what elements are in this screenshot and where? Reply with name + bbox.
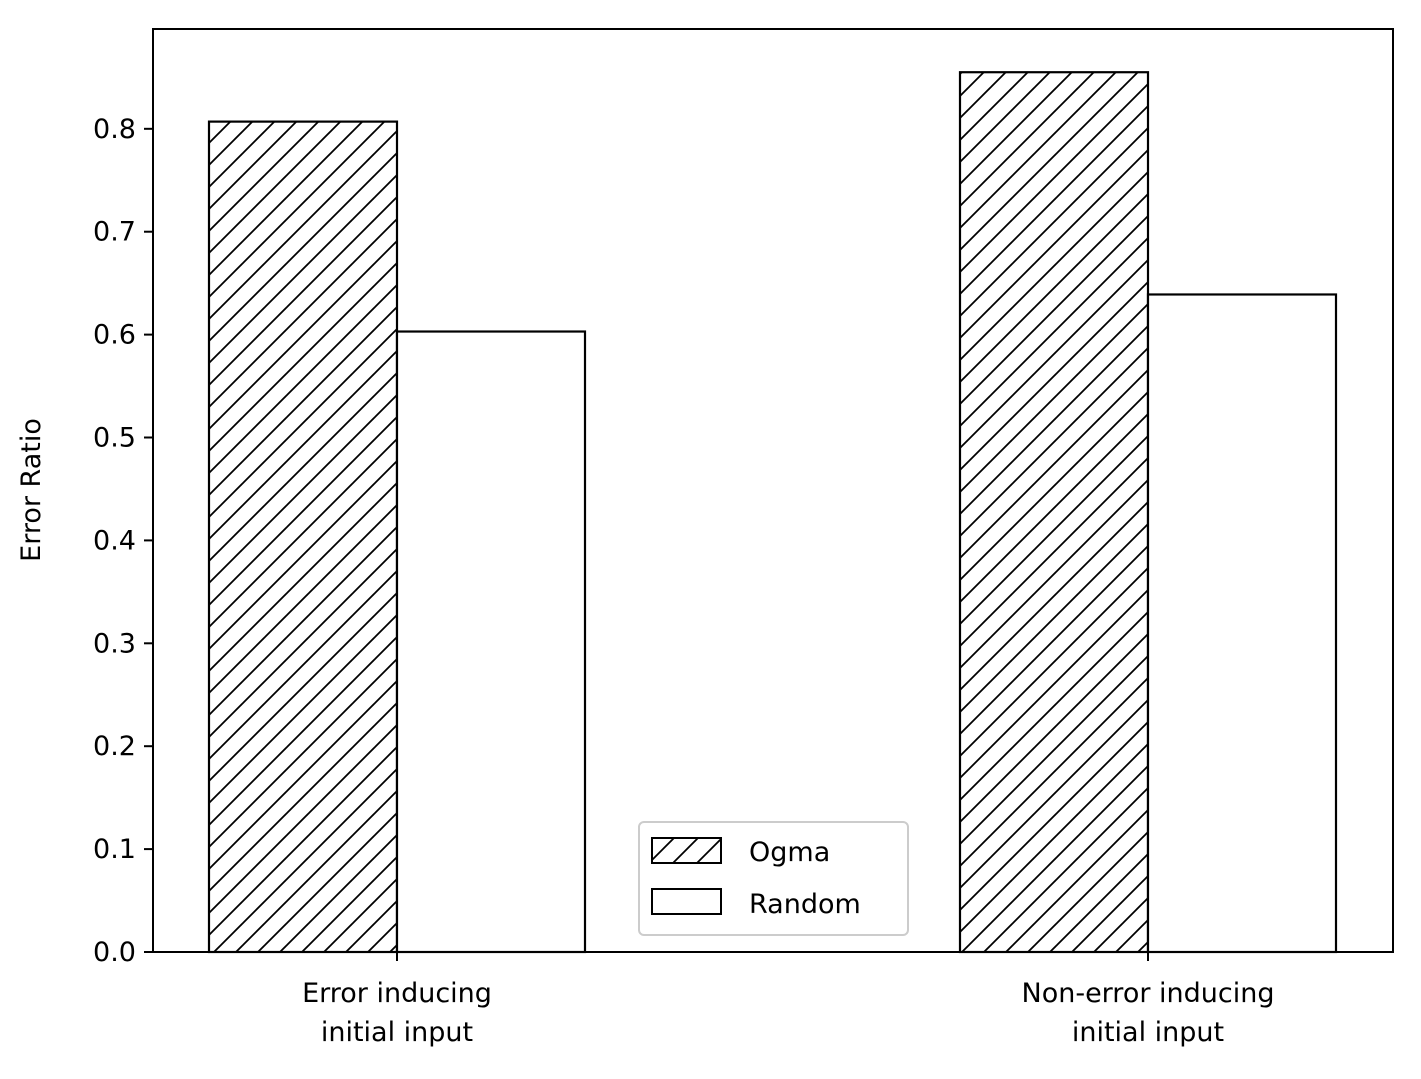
y-tick-label: 0.3 [93, 628, 136, 659]
x-axis: Error inducing initial input Non-error ind… [302, 952, 1274, 1048]
x-tick-label: initial input [321, 1017, 473, 1048]
bar-random-0 [395, 330, 587, 954]
legend: Ogma Random [638, 821, 909, 936]
legend-label-random: Random [749, 889, 861, 920]
legend-label-ogma: Ogma [749, 837, 830, 868]
y-axis-label: Error Ratio [16, 418, 47, 562]
y-tick-label: 0.7 [93, 217, 136, 248]
x-tick-label: initial input [1072, 1017, 1224, 1048]
y-tick-label: 0.1 [93, 834, 136, 865]
bar-random-1 [1146, 293, 1338, 954]
y-tick-label: 0.5 [93, 423, 136, 454]
bars-layer [207, 71, 1338, 954]
y-tick-label: 0.6 [93, 320, 136, 351]
x-tick-label: Non-error inducing [1022, 978, 1275, 1009]
bar-ogma-1 [958, 71, 1150, 954]
y-tick-label: 0.8 [93, 114, 136, 145]
legend-swatch-ogma [651, 837, 722, 864]
y-tick-label: 0.4 [93, 525, 136, 556]
bar-ogma-0 [207, 120, 399, 954]
y-tick-label: 0.0 [93, 937, 136, 968]
legend-swatch-random [651, 888, 722, 915]
y-tick-label: 0.2 [93, 731, 136, 762]
plot-frame [152, 28, 1394, 953]
x-tick-label: Error inducing [302, 978, 492, 1009]
y-axis: 0.0 0.1 0.2 0.3 0.4 0.5 0.6 0.7 0.8 [93, 114, 153, 968]
